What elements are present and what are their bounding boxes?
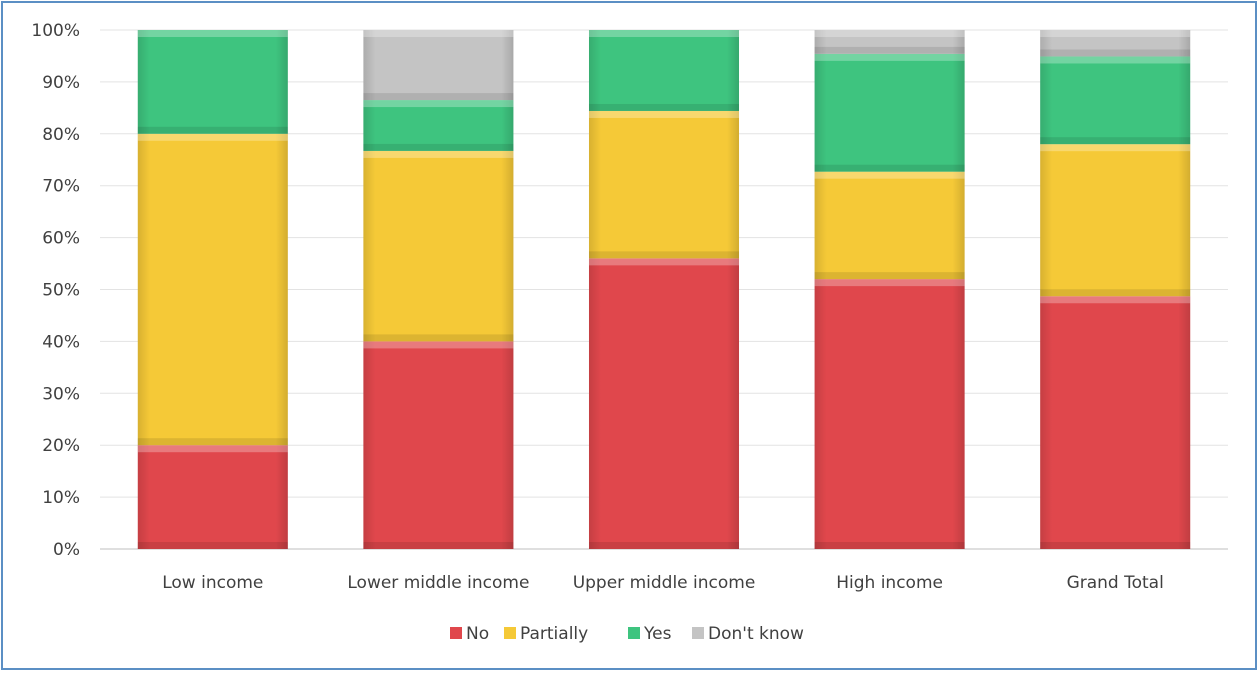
y-tick-label: 0%	[53, 540, 80, 560]
bar-segment	[1040, 56, 1191, 145]
bar-segment	[588, 110, 740, 259]
legend-swatch	[450, 627, 462, 639]
bar-segment	[363, 341, 514, 549]
y-tick-label: 10%	[42, 488, 80, 508]
legend-label: Don't know	[708, 624, 804, 644]
x-category-label: Grand Total	[1067, 573, 1164, 593]
x-axis: Low income Lower middle income Upper middl…	[162, 573, 1164, 593]
legend-swatch	[628, 627, 640, 639]
bar-segment	[363, 150, 514, 342]
bar-segment	[588, 30, 740, 111]
x-category-label: High income	[836, 573, 943, 593]
bar-segment	[814, 171, 965, 280]
bar-segment	[814, 30, 965, 54]
bars	[137, 30, 1191, 549]
y-axis: 0% 10% 20% 30% 40% 50% 60% 70% 80% 90% 100%	[31, 21, 80, 560]
y-tick-label: 40%	[42, 332, 80, 352]
y-tick-label: 60%	[42, 229, 80, 249]
bar-segment	[137, 133, 288, 446]
legend-swatch	[504, 627, 516, 639]
x-category-label: Low income	[162, 573, 263, 593]
y-tick-label: 20%	[42, 436, 80, 456]
bar-segment	[137, 30, 288, 134]
legend-swatch	[692, 627, 704, 639]
legend-item: Yes	[628, 624, 672, 644]
y-tick-label: 50%	[42, 281, 80, 301]
legend-item: No	[450, 624, 489, 644]
bar-segment	[137, 445, 288, 549]
y-tick-label: 90%	[42, 73, 80, 93]
bar-segment	[588, 258, 740, 549]
x-category-label: Lower middle income	[347, 573, 529, 593]
bar-segment	[1040, 144, 1191, 297]
bar-segment	[814, 53, 965, 172]
y-tick-label: 70%	[42, 177, 80, 197]
legend-item: Don't know	[692, 624, 804, 644]
bar-segment	[363, 100, 514, 151]
legend-item: Partially	[504, 624, 588, 644]
legend: No Partially Yes Don't know	[450, 624, 804, 644]
y-tick-label: 80%	[42, 125, 80, 145]
bar-segment	[1040, 30, 1191, 57]
bar-segment	[814, 279, 965, 549]
legend-label: Yes	[643, 624, 672, 644]
y-tick-label: 100%	[31, 21, 80, 41]
bar-segment	[363, 30, 514, 101]
x-category-label: Upper middle income	[573, 573, 756, 593]
y-tick-label: 30%	[42, 384, 80, 404]
legend-label: Partially	[520, 624, 588, 644]
legend-label: No	[466, 624, 489, 644]
bar-segment	[1040, 296, 1191, 549]
